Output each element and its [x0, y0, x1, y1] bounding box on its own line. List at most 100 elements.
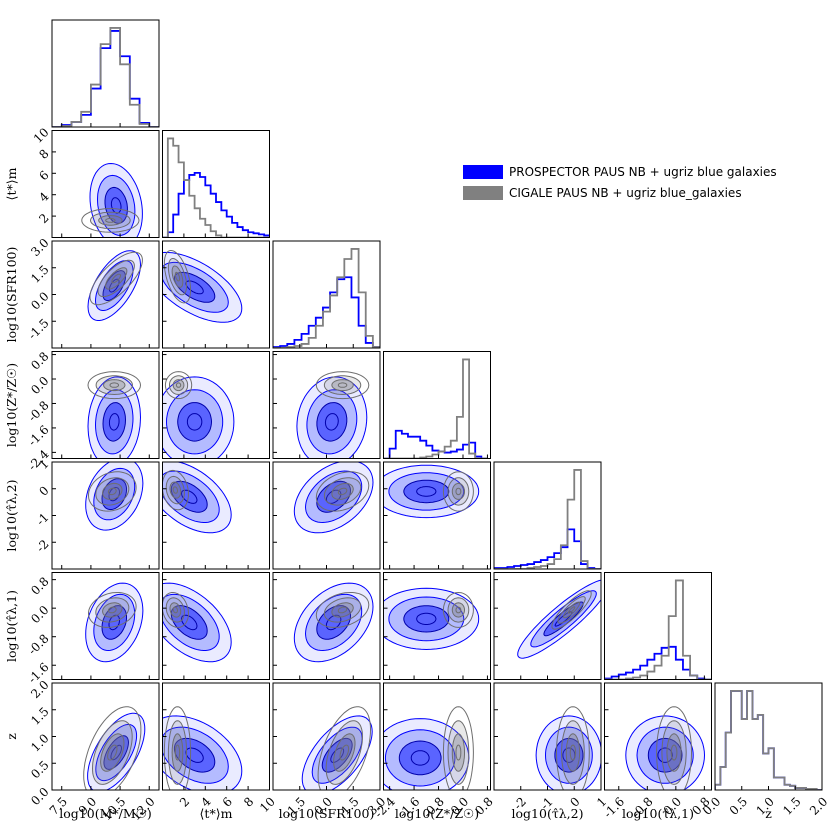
hist-cigale-z [715, 690, 822, 790]
cigale-contour [560, 720, 585, 785]
prospector-fill-level [316, 402, 347, 442]
contour-panel-4-3 [383, 464, 480, 519]
prospector-contour [383, 464, 480, 519]
cigale-fill-level [166, 476, 185, 504]
prospector-contour [108, 413, 120, 431]
cigale-fill-level [448, 597, 469, 623]
cigale-contour [333, 733, 356, 772]
panel-frame-0-0 [51, 19, 160, 128]
y-axis-label-logZ: log10(Z*/Z☉) [4, 363, 19, 447]
panel-frame-3-1 [162, 351, 270, 459]
cigale-contour [331, 482, 354, 500]
cigale-fill-level [324, 477, 361, 506]
prospector-contour [301, 715, 373, 790]
y-axis-label-logtau2: log10(τ̂λ,2) [4, 480, 19, 552]
cigale-fill-level [105, 267, 127, 290]
cigale-contour [163, 706, 192, 790]
cigale-contour [331, 379, 354, 392]
y-tick-label: 0.0 [28, 374, 51, 397]
prospector-contour [562, 747, 576, 763]
cigale-contour [337, 606, 348, 614]
cigale-contour [174, 271, 181, 282]
x-axis-label-tm: ⟨t*⟩m [200, 806, 233, 821]
cigale-contour [555, 706, 590, 790]
prospector-contour [410, 750, 430, 766]
x-axis-label-logZ: log10(Z*/Z☉) [395, 806, 479, 821]
contour-panel-6-4 [535, 706, 601, 790]
prospector-contour [93, 593, 136, 652]
cigale-contour [337, 382, 348, 388]
hist-cigale-tm [162, 137, 270, 238]
prospector-contour [647, 737, 683, 773]
cigale-contour [442, 706, 474, 790]
y-tick-label: -2 [33, 537, 51, 555]
prospector-contour [383, 718, 470, 790]
cigale-fill-level [90, 212, 131, 229]
cigale-contour [104, 267, 128, 290]
y-tick-label: -1.5 [25, 316, 51, 342]
cigale-fill-level [452, 483, 465, 500]
prospector-contour [304, 593, 363, 652]
cigale-fill-level [96, 375, 133, 395]
hist-z [715, 690, 822, 790]
hist-prospector-logSFR [273, 276, 380, 348]
prospector-contour [162, 261, 229, 313]
cigale-contour [169, 602, 182, 618]
prospector-contour [101, 478, 127, 510]
prospector-contour [416, 486, 437, 497]
prospector-fill-level [102, 605, 127, 640]
y-tick-label: 2 [36, 211, 51, 226]
cigale-contour [95, 597, 130, 623]
cigale-contour [107, 606, 117, 614]
prospector-contour [162, 251, 243, 323]
prospector-contour [306, 389, 358, 455]
cigale-fill-level [170, 482, 181, 499]
prospector-contour [95, 724, 138, 782]
y-tick-label: 8 [36, 147, 51, 162]
prospector-fill-level [174, 272, 215, 303]
prospector-contour [108, 487, 120, 502]
cigale-fill-level [102, 602, 122, 618]
cigale-contour [447, 720, 470, 785]
prospector-contour [173, 737, 216, 773]
cigale-contour [656, 706, 693, 790]
y-tick-label: 1.5 [28, 704, 51, 727]
x-axis-label-logSFR: log10(SFR100) [279, 806, 375, 821]
panel-frame-5-0 [51, 572, 160, 680]
cigale-fill-level [666, 733, 682, 772]
contour-panel-6-0 [83, 706, 146, 790]
y-axis-label-logSFR: log10(SFR100) [4, 247, 19, 343]
cigale-fill-level [452, 602, 465, 618]
cigale-fill-level [452, 733, 465, 772]
prospector-contour [416, 612, 437, 625]
cigale-contour [451, 602, 465, 618]
x-axis-label-logtau2: log10(τ̂λ,2) [512, 806, 584, 821]
prospector-contour [403, 605, 450, 633]
x-tick-label: 8 [241, 794, 256, 809]
y-tick-label: 3.0 [28, 236, 51, 259]
prospector-fill-level [105, 187, 128, 224]
cigale-contour [171, 265, 184, 288]
cigale-contour [95, 477, 130, 506]
prospector-contour [162, 593, 220, 651]
cigale-contour [455, 606, 462, 614]
prospector-contour [311, 726, 363, 784]
cigale-contour [323, 597, 362, 623]
cigale-contour [87, 592, 137, 628]
panel-frame-2-2 [272, 240, 381, 349]
prospector-contour [304, 470, 363, 524]
contour-panel-5-2 [293, 582, 374, 663]
contour-panel-5-4 [517, 579, 601, 659]
contour-panel-3-2 [296, 371, 370, 459]
cigale-contour [102, 602, 123, 618]
prospector-fill-level [403, 480, 449, 503]
panel-frame-5-5 [604, 572, 712, 680]
x-tick-label: 2.0 [807, 794, 830, 817]
prospector-contour [162, 582, 232, 663]
cigale-fill-level [166, 597, 185, 623]
prospector-contour [517, 579, 601, 659]
prospector-fill-level [174, 738, 215, 773]
cigale-contour [172, 606, 178, 614]
cigale-contour [442, 471, 474, 512]
prospector-contour [388, 596, 465, 642]
